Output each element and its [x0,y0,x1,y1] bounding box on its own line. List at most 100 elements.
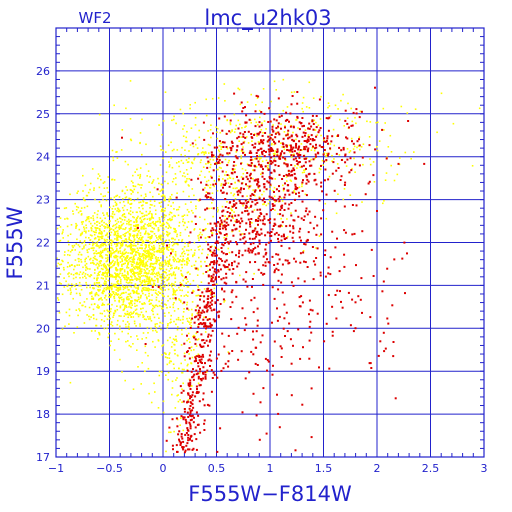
data-point [352,330,355,333]
data-point [89,292,91,295]
data-point [162,344,165,346]
data-point [89,257,92,260]
data-point [96,224,98,226]
data-point [272,124,274,126]
data-point [327,266,330,269]
data-point [94,294,97,297]
data-point [69,293,72,295]
data-point [190,346,193,348]
data-point [211,153,213,156]
data-point [135,272,138,274]
data-point [162,265,165,267]
data-point [239,202,242,204]
data-point [168,311,170,314]
data-point [116,294,119,296]
data-point [326,154,329,157]
data-point [71,249,73,251]
data-point [122,233,125,236]
data-point [144,275,147,277]
data-point [125,291,127,294]
data-point [224,260,227,263]
data-point [151,242,153,244]
data-point [373,181,376,183]
data-point [184,140,187,143]
data-point [202,272,205,275]
data-point [171,387,174,389]
data-point [203,218,206,221]
data-point [320,95,322,98]
data-point [116,218,119,221]
data-point [160,248,162,250]
data-point [174,259,177,261]
data-point [163,286,166,288]
data-point [102,264,105,266]
data-point [210,251,212,253]
data-point [216,168,218,171]
data-point [134,248,136,251]
data-point [315,135,318,138]
data-point [293,91,296,93]
data-point [256,364,259,366]
data-point [280,347,283,350]
data-point [177,257,179,260]
data-point [75,292,78,295]
data-point [186,301,189,304]
data-point [80,288,83,291]
data-point [141,184,143,186]
data-point [282,233,285,236]
data-point [111,261,114,263]
data-point [263,120,266,122]
data-point [145,318,147,321]
data-point [337,193,339,195]
data-point [171,119,173,122]
data-point [145,256,147,258]
data-point [117,236,119,238]
data-point [183,308,185,310]
data-point [279,152,282,155]
data-point [185,444,188,447]
data-point [234,181,236,184]
data-point [202,166,205,168]
data-point [141,236,144,238]
data-point [130,227,132,230]
data-point [293,172,296,175]
data-point [156,284,158,287]
data-point [367,182,370,185]
data-point [99,270,101,273]
data-point [184,149,186,151]
data-point [190,319,192,321]
data-point [281,291,284,294]
data-point [160,267,163,270]
data-point [121,330,123,333]
data-point [301,107,303,110]
data-point [176,235,178,238]
data-point [112,240,114,243]
data-point [162,278,165,280]
data-point [141,253,144,255]
data-point [199,216,201,218]
data-point [258,142,261,145]
data-point [238,199,241,202]
data-point [154,262,156,265]
data-point [199,322,202,324]
data-point [215,233,218,235]
data-point [196,294,199,297]
data-point [116,255,119,258]
data-point [186,317,188,320]
data-point [236,157,239,160]
data-point [154,325,157,327]
data-point [248,152,251,154]
data-point [94,198,96,201]
data-point [357,295,360,298]
data-point [253,169,256,172]
data-point [85,266,88,269]
data-point [191,162,194,165]
data-point [244,169,247,171]
data-point [246,163,249,165]
data-point [234,187,237,190]
data-point [287,132,289,134]
data-point [97,338,99,340]
data-point [93,233,96,236]
data-point [188,321,190,323]
data-point [113,224,115,227]
